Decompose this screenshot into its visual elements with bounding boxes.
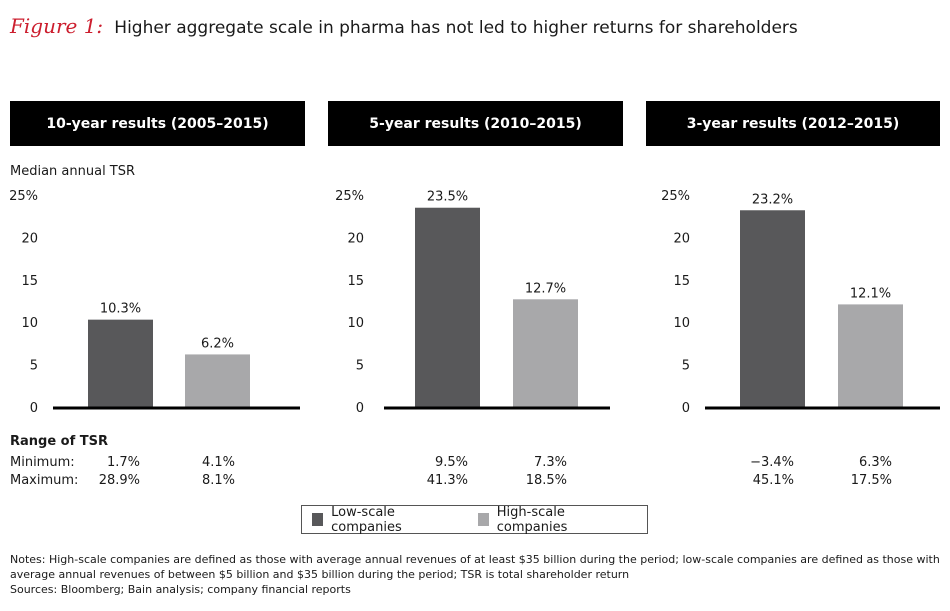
legend-item-high-scale: High-scale companies [477,504,619,535]
y-tick-label-0-0: 0 [30,401,38,416]
range-max-label: Maximum: [10,473,79,488]
notes-block: Notes: High-scale companies are defined … [10,552,945,597]
range-min-10y-low: 1.7% [106,455,140,470]
figure-title: Figure 1: Higher aggregate scale in phar… [10,14,798,38]
range-max-3y-low: 45.1% [752,473,794,488]
panel-title-10-year: 10-year results (2005–2015) [10,101,305,146]
y-tick-label-0-4: 20 [21,231,38,246]
notes-text: Notes: High-scale companies are defined … [10,553,940,581]
y-tick-label-1-4: 20 [347,231,364,246]
range-min-label: Minimum: [10,455,75,470]
legend-swatch-high-scale [477,513,489,526]
bar-charts: 0 5 10 15 20 25% 10.3% 6.2% 0 5 10 15 20 25% 23.5% 12.7… [9,189,940,416]
y-tick-label-2-5: 25% [661,189,690,204]
range-max-3y-high: 17.5% [850,473,892,488]
bar-1-0 [415,207,480,407]
figure-label: Figure 1: [10,14,104,38]
legend-label-high-scale: High-scale companies [496,504,568,535]
panel-title-3-year: 3-year results (2012–2015) [646,101,940,146]
y-tick-label-1-3: 15 [347,274,364,289]
y-tick-label-0-3: 15 [21,274,38,289]
bar-2-1 [838,304,903,407]
y-tick-label-2-4: 20 [673,231,690,246]
data-label-2-1: 12.1% [850,286,891,301]
legend-label-low-scale: Low-scale companies [331,504,402,535]
bar-2-0 [740,210,805,407]
legend-swatch-low-scale [312,513,324,526]
panel-title-5-year: 5-year results (2010–2015) [328,101,623,146]
range-max-10y-low: 28.9% [98,473,140,488]
range-min-5y-high: 7.3% [533,455,567,470]
y-tick-label-2-2: 10 [673,316,690,331]
bar-0-1 [185,354,250,407]
y-tick-label-2-1: 5 [682,359,690,374]
y-axis-title: Median annual TSR [10,164,136,179]
data-label-1-1: 12.7% [525,281,566,296]
y-tick-label-1-2: 10 [347,316,364,331]
range-max-10y-high: 8.1% [201,473,235,488]
y-tick-label-0-5: 25% [9,189,38,204]
data-label-2-0: 23.2% [752,192,793,207]
data-label-0-1: 6.2% [201,336,234,351]
figure-title-text: Higher aggregate scale in pharma has not… [114,18,798,38]
bar-1-1 [513,299,578,407]
bar-0-0 [88,319,153,407]
range-min-5y-low: 9.5% [434,455,468,470]
sources-text: Sources: Bloomberg; Bain analysis; compa… [10,583,351,596]
range-min-3y-low: −3.4% [750,455,794,470]
data-label-0-0: 10.3% [100,302,141,317]
y-tick-label-0-2: 10 [21,316,38,331]
y-tick-label-1-1: 5 [356,359,364,374]
range-min-10y-high: 4.1% [201,455,235,470]
y-tick-label-0-1: 5 [30,359,38,374]
y-tick-label-1-5: 25% [335,189,364,204]
range-max-5y-high: 18.5% [525,473,567,488]
range-min-3y-high: 6.3% [858,455,892,470]
y-tick-label-2-3: 15 [673,274,690,289]
range-max-5y-low: 41.3% [426,473,468,488]
y-tick-label-1-0: 0 [356,401,364,416]
range-title: Range of TSR [10,434,109,449]
chart-legend: Low-scale companies High-scale companies [301,504,648,535]
legend-item-low-scale: Low-scale companies [312,505,450,535]
data-label-1-0: 23.5% [427,190,468,205]
y-tick-label-2-0: 0 [682,401,690,416]
